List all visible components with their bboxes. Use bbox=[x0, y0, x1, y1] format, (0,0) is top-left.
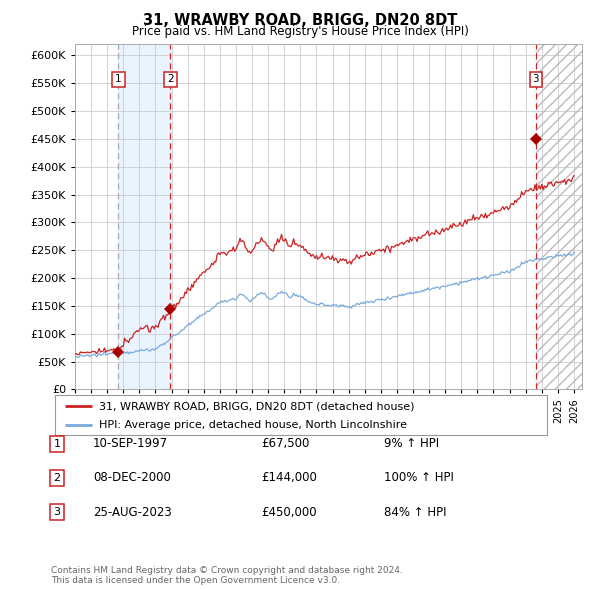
Text: 10-SEP-1997: 10-SEP-1997 bbox=[93, 437, 168, 450]
Bar bbox=[536, 44, 600, 389]
Text: 2: 2 bbox=[167, 74, 174, 84]
Text: £144,000: £144,000 bbox=[261, 471, 317, 484]
Text: Contains HM Land Registry data © Crown copyright and database right 2024.
This d: Contains HM Land Registry data © Crown c… bbox=[51, 566, 403, 585]
Text: £67,500: £67,500 bbox=[261, 437, 310, 450]
Text: 31, WRAWBY ROAD, BRIGG, DN20 8DT (detached house): 31, WRAWBY ROAD, BRIGG, DN20 8DT (detach… bbox=[100, 401, 415, 411]
Text: 1: 1 bbox=[53, 439, 61, 448]
Text: £450,000: £450,000 bbox=[261, 506, 317, 519]
Text: 3: 3 bbox=[533, 74, 539, 84]
Text: 100% ↑ HPI: 100% ↑ HPI bbox=[384, 471, 454, 484]
Text: 08-DEC-2000: 08-DEC-2000 bbox=[93, 471, 171, 484]
Text: 84% ↑ HPI: 84% ↑ HPI bbox=[384, 506, 446, 519]
Text: Price paid vs. HM Land Registry's House Price Index (HPI): Price paid vs. HM Land Registry's House … bbox=[131, 25, 469, 38]
Text: 1: 1 bbox=[115, 74, 122, 84]
Text: 9% ↑ HPI: 9% ↑ HPI bbox=[384, 437, 439, 450]
Text: 2: 2 bbox=[53, 473, 61, 483]
Bar bbox=[536, 44, 600, 389]
Text: 31, WRAWBY ROAD, BRIGG, DN20 8DT: 31, WRAWBY ROAD, BRIGG, DN20 8DT bbox=[143, 13, 457, 28]
Text: 3: 3 bbox=[53, 507, 61, 517]
Text: HPI: Average price, detached house, North Lincolnshire: HPI: Average price, detached house, Nort… bbox=[100, 419, 407, 430]
Bar bbox=[118, 44, 170, 389]
Text: 25-AUG-2023: 25-AUG-2023 bbox=[93, 506, 172, 519]
